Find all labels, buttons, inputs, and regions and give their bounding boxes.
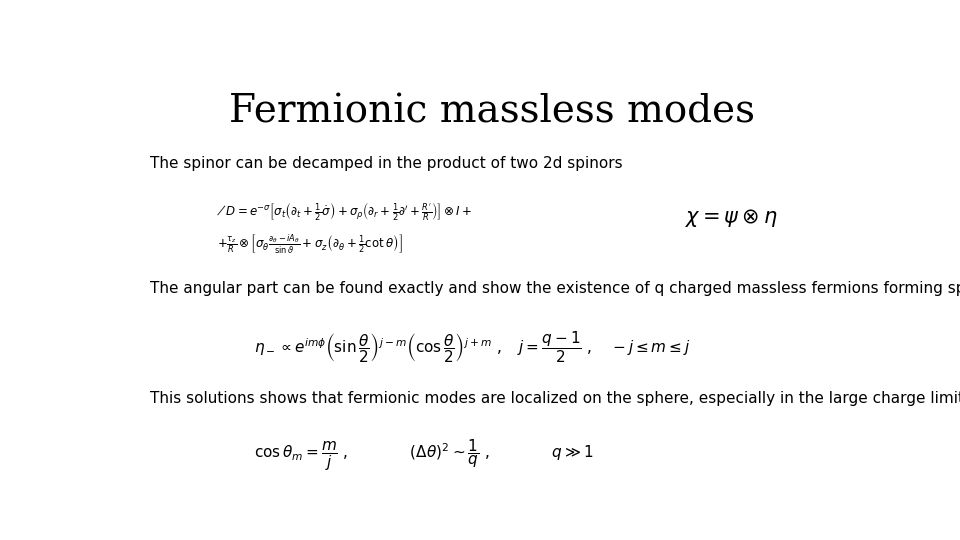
Text: The spinor can be decamped in the product of two 2d spinors: The spinor can be decamped in the produc… xyxy=(150,156,622,171)
Text: $\eta_- \propto e^{im\phi}\left(\sin\dfrac{\theta}{2}\right)^{j-m}\left(\cos\dfr: $\eta_- \propto e^{im\phi}\left(\sin\dfr… xyxy=(253,329,690,365)
Text: $\chi = \psi \otimes \eta$: $\chi = \psi \otimes \eta$ xyxy=(685,207,779,229)
Text: Fermionic massless modes: Fermionic massless modes xyxy=(229,94,755,131)
Text: $\not{D} = e^{-\sigma}\left[\sigma_t\left(\partial_t + \frac{1}{2}\dot{\sigma}\r: $\not{D} = e^{-\sigma}\left[\sigma_t\lef… xyxy=(217,200,471,222)
Text: This solutions shows that fermionic modes are localized on the sphere, especiall: This solutions shows that fermionic mode… xyxy=(150,391,960,406)
Text: The angular part can be found exactly and show the existence of q charged massle: The angular part can be found exactly an… xyxy=(150,281,960,296)
Text: $\cos\theta_m = \dfrac{m}{j}\ ,\qquad\qquad (\Delta\theta)^2 \sim \dfrac{1}{q}\ : $\cos\theta_m = \dfrac{m}{j}\ ,\qquad\qq… xyxy=(253,437,593,472)
Text: $+\frac{\tau_z}{R} \otimes \left[\sigma_\theta\frac{\partial_\theta - iA_\theta}: $+\frac{\tau_z}{R} \otimes \left[\sigma_… xyxy=(217,233,402,256)
